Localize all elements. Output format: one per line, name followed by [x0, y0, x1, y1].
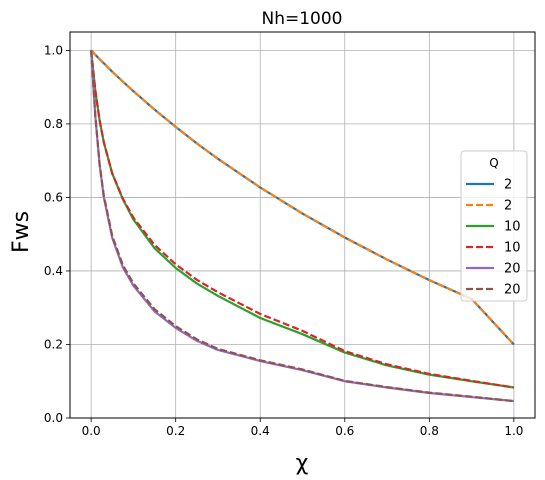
y-tick-label: 0.0 — [44, 411, 63, 425]
x-axis-label: χ — [296, 451, 309, 476]
y-tick-label: 0.2 — [44, 337, 63, 351]
y-axis-label: Fws — [9, 211, 34, 253]
series-line-2 — [90, 49, 515, 346]
x-tick-label: 0.2 — [166, 424, 185, 438]
series-lines — [90, 49, 515, 403]
x-tick-label: 0.8 — [420, 424, 439, 438]
y-tick-label: 1.0 — [44, 43, 63, 57]
legend-entries: 2 2 10 10 20 20 — [466, 178, 521, 298]
y-tick-label: 0.8 — [44, 117, 63, 131]
legend-title: Q — [489, 156, 498, 170]
series-line-6 — [90, 50, 514, 403]
legend-label-6: 20 — [504, 283, 521, 298]
y-tick-label: 0.6 — [44, 190, 63, 204]
series-line-4 — [90, 50, 515, 389]
grid-lines — [70, 32, 535, 419]
x-tick-label: 0.0 — [82, 424, 101, 438]
legend: Q 2 2 10 10 20 20 — [460, 150, 528, 302]
x-tick-label: 0.4 — [251, 424, 270, 438]
legend-label-5: 20 — [504, 262, 521, 277]
axis-ticks: 0.0 0.2 0.4 0.6 0.8 1.0 0.0 0.2 0.4 0.6 0.8 1.0 — [44, 43, 524, 438]
x-tick-label: 0.6 — [335, 424, 354, 438]
legend-label-4: 10 — [504, 241, 521, 256]
plot-frame — [69, 31, 536, 419]
chart-title: Nh=1000 — [262, 9, 343, 29]
legend-label-3: 10 — [504, 220, 521, 235]
legend-label-2: 2 — [504, 199, 512, 214]
x-tick-label: 1.0 — [504, 424, 523, 438]
series-line-3 — [90, 50, 515, 389]
legend-label-1: 2 — [504, 178, 512, 193]
y-tick-label: 0.4 — [44, 264, 63, 278]
